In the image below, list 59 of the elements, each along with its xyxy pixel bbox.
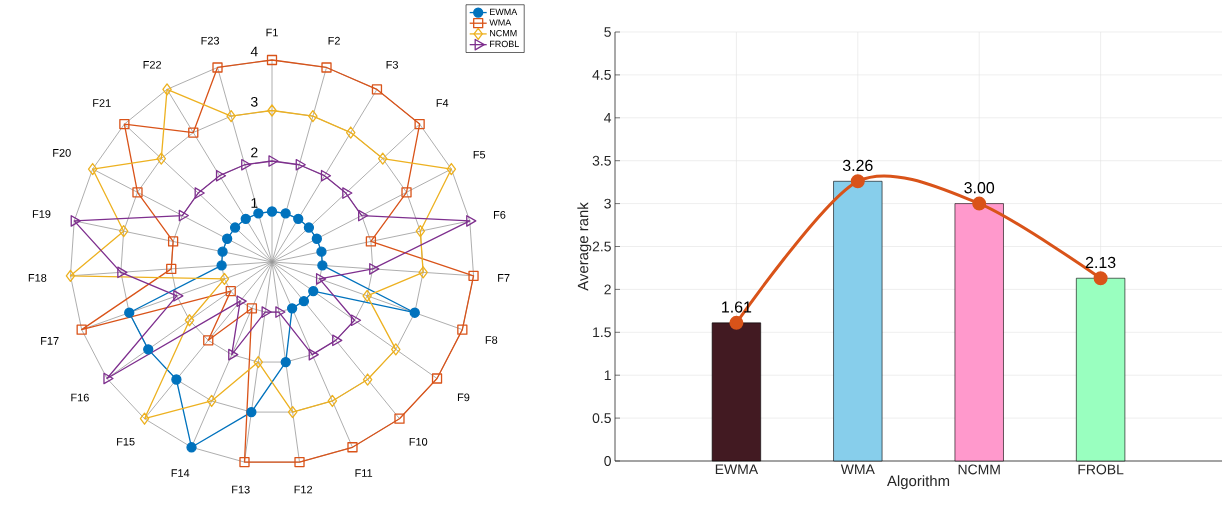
bar: [1076, 277, 1126, 462]
spoke-label: F12: [294, 485, 313, 494]
point: [850, 174, 865, 189]
y-tick-label: 1: [604, 370, 611, 380]
spoke-label: F18: [28, 273, 47, 282]
y-tick-label: 3: [604, 198, 611, 209]
spoke-label: F7: [498, 274, 510, 282]
x-axis-title: Algorithm: [886, 475, 950, 490]
y-tick-label: 3.5: [592, 155, 611, 166]
y-tick-label: 4: [604, 113, 612, 123]
bar: [711, 322, 761, 462]
data-label: 2.13: [1085, 256, 1116, 269]
spoke-label: F1: [266, 28, 278, 37]
x-tick-label: WMA: [840, 464, 875, 475]
spoke-label: F10: [409, 437, 428, 446]
spoke-label: F8: [485, 336, 498, 344]
legend-label: FROBL: [490, 40, 519, 48]
y-tick-label: 3: [250, 96, 258, 107]
y-tick-label: 2: [604, 284, 611, 295]
spoke-label: F21: [93, 99, 111, 107]
spoke-label: F20: [53, 149, 71, 157]
legend-label: WMA: [489, 19, 512, 26]
y-tick-label: 0.5: [592, 413, 611, 424]
y-tick-label: 1.5: [593, 327, 611, 338]
x-tick-label: EWMA: [715, 464, 759, 475]
spoke-label: F16: [71, 393, 89, 402]
y-tick-label: 0: [604, 456, 611, 466]
x-tick-label: NCMM: [958, 464, 1000, 475]
spoke-label: F19: [32, 210, 51, 218]
spoke-label: F2: [328, 36, 340, 45]
spoke-label: F17: [41, 337, 59, 345]
spoke-label: F3: [386, 60, 398, 69]
y-tick-label: 1: [251, 198, 258, 208]
spoke-label: F9: [457, 393, 470, 402]
spoke-label: F14: [171, 469, 190, 477]
legend-label: NCMM: [490, 30, 517, 37]
bar: [833, 180, 883, 462]
data-label: 3.26: [842, 159, 873, 172]
y-axis-title: Average rank: [577, 202, 592, 291]
spoke-label: F15: [117, 437, 135, 446]
spoke-label: F6: [493, 210, 506, 219]
spoke-label: F13: [232, 485, 250, 494]
data-label: 3.00: [964, 182, 995, 194]
spoke-label: F11: [355, 469, 373, 477]
x-tick-label: FROBL: [1078, 464, 1124, 475]
spoke-label: F5: [473, 150, 486, 159]
y-tick-label: 2: [251, 147, 258, 158]
spoke-label: F23: [201, 36, 220, 45]
y-tick-label: 5: [604, 27, 611, 37]
legend-label: EWMA: [490, 8, 518, 15]
point: [729, 315, 744, 330]
point: [1093, 271, 1108, 286]
spoke-label: F22: [143, 60, 162, 69]
y-tick-label: 2.5: [592, 241, 611, 252]
y-tick-label: 4: [250, 46, 258, 57]
point: [972, 196, 987, 211]
spoke-label: F4: [436, 99, 449, 107]
bar: [954, 203, 1004, 462]
y-tick-label: 4.5: [592, 70, 611, 80]
